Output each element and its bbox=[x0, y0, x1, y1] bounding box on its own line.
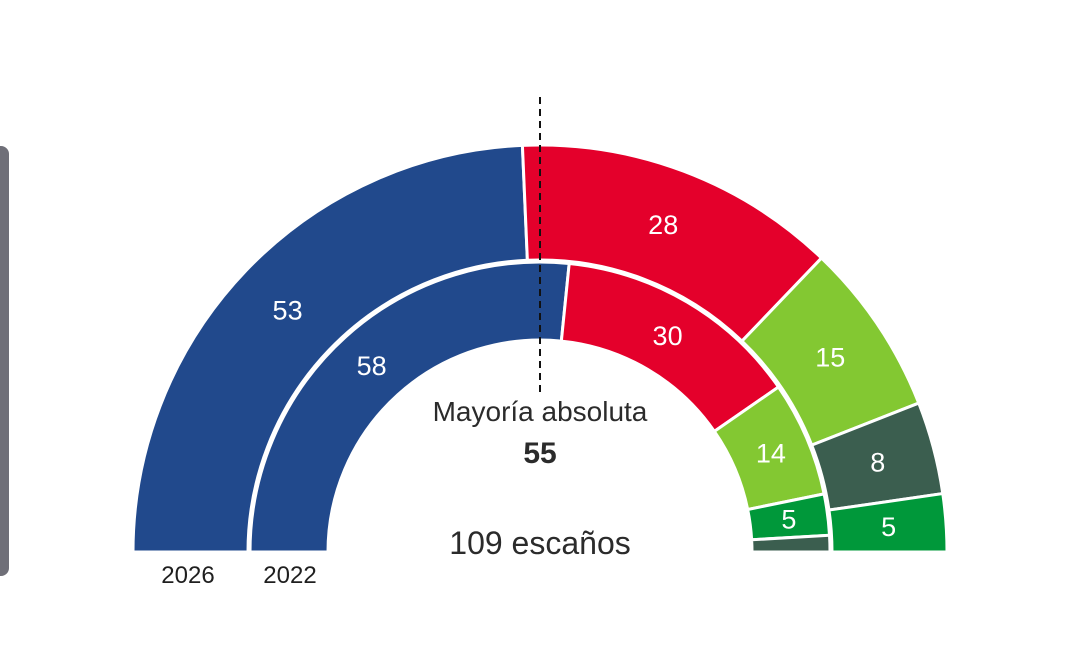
ring-label-outer: 2026 bbox=[161, 562, 214, 589]
majority-value: 55 bbox=[523, 437, 556, 470]
rings-layer bbox=[131, 143, 949, 554]
ring-label-inner: 2022 bbox=[263, 562, 316, 589]
segment-labels-layer: 53 28 15 8 5 58 30 14 5 bbox=[273, 210, 897, 542]
ring1-segment-2-label: 14 bbox=[756, 438, 786, 468]
ring0-segment-2-label: 15 bbox=[815, 342, 845, 372]
total-seats-label: 109 escaños bbox=[449, 525, 630, 561]
side-drawer-handle[interactable] bbox=[0, 146, 9, 576]
ring1-segment-4 bbox=[750, 533, 832, 554]
ring0-segment-0-label: 53 bbox=[273, 295, 303, 325]
ring1-segment-0-label: 58 bbox=[357, 351, 387, 381]
ring0-segment-4 bbox=[827, 491, 949, 554]
ring0-segment-4-label: 5 bbox=[881, 512, 896, 542]
majority-label: Mayoría absoluta bbox=[433, 396, 648, 427]
ring1-segment-3-label: 5 bbox=[781, 505, 796, 535]
ring1-segment-1-label: 30 bbox=[653, 321, 683, 351]
ring1-segment-0 bbox=[248, 260, 571, 554]
ring0-segment-3-label: 8 bbox=[870, 447, 885, 477]
ring0-segment-0 bbox=[131, 143, 529, 554]
ring0-segment-1-label: 28 bbox=[648, 210, 678, 240]
